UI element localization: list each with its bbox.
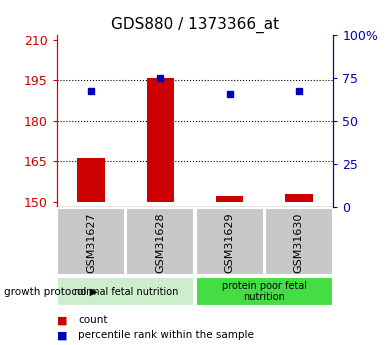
Bar	[216, 196, 243, 201]
Bar	[196, 277, 333, 306]
Bar	[147, 78, 174, 201]
Text: protein poor fetal
nutrition: protein poor fetal nutrition	[222, 281, 307, 302]
Bar	[265, 208, 333, 275]
Text: ■: ■	[57, 331, 67, 340]
Bar	[196, 208, 264, 275]
Text: GSM31628: GSM31628	[155, 213, 165, 273]
Text: GSM31627: GSM31627	[86, 213, 96, 273]
Bar	[126, 208, 194, 275]
Bar	[77, 158, 105, 201]
Text: percentile rank within the sample: percentile rank within the sample	[78, 331, 254, 340]
Text: normal fetal nutrition: normal fetal nutrition	[74, 287, 178, 296]
Text: growth protocol ▶: growth protocol ▶	[4, 287, 98, 296]
Bar	[57, 277, 194, 306]
Text: count: count	[78, 315, 108, 325]
Title: GDS880 / 1373366_at: GDS880 / 1373366_at	[111, 17, 279, 33]
Bar	[57, 208, 125, 275]
Text: GSM31630: GSM31630	[294, 213, 304, 273]
Bar	[285, 194, 313, 201]
Text: ■: ■	[57, 315, 67, 325]
Text: GSM31629: GSM31629	[225, 213, 235, 273]
